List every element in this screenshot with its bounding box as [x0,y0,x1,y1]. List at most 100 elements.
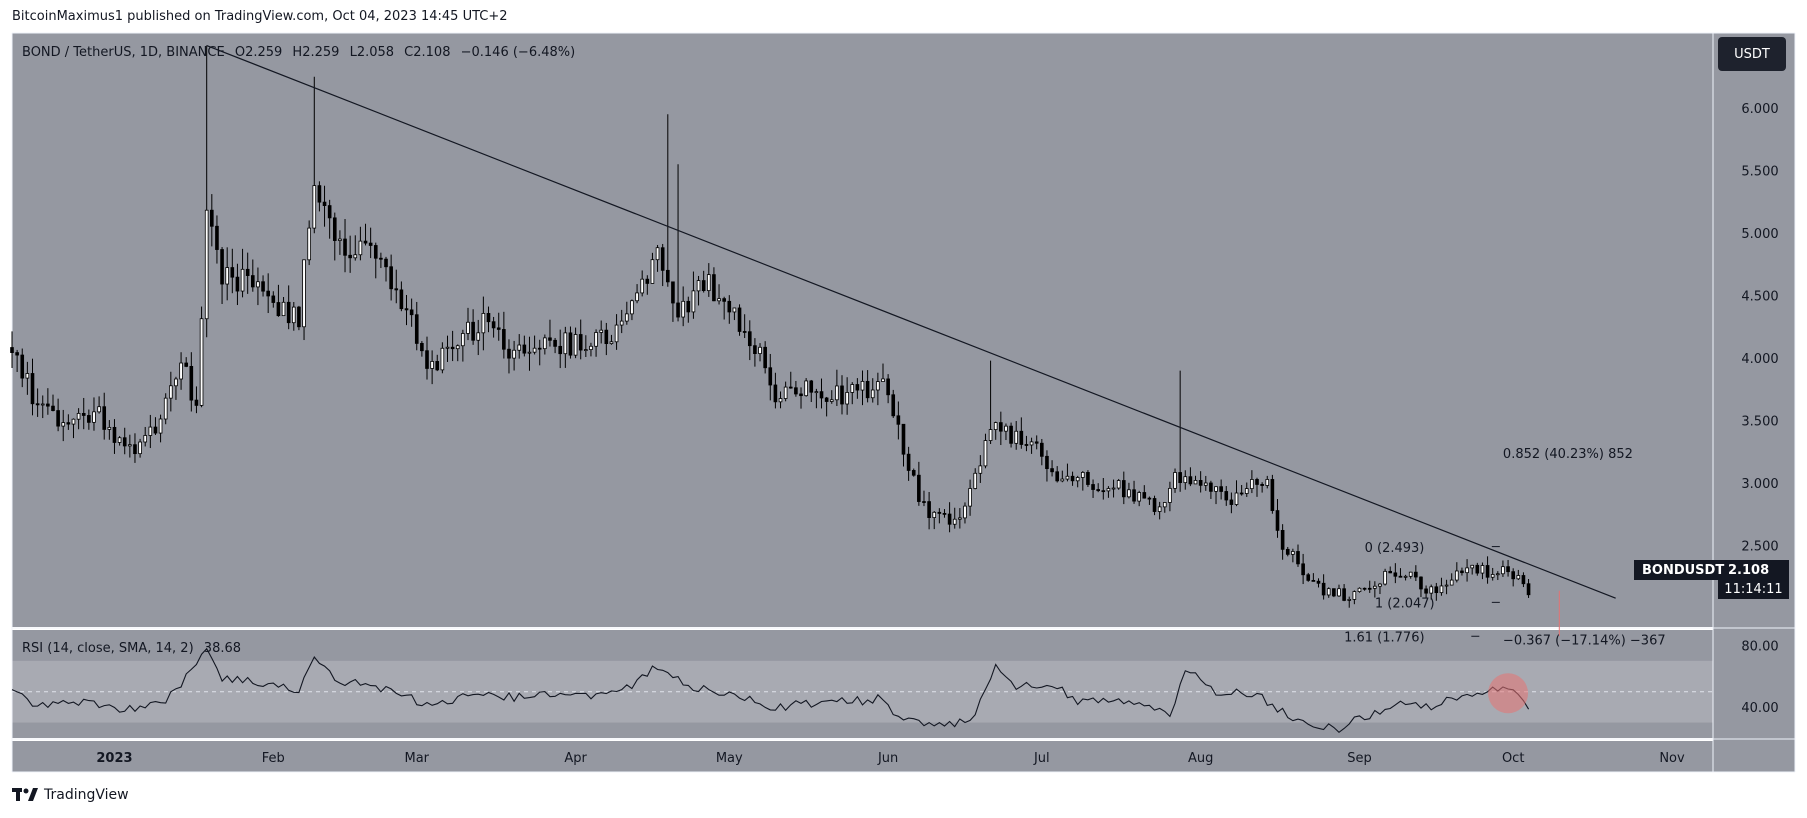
candle-body [537,347,542,350]
candle-body [1296,551,1300,565]
candle-body [425,350,429,369]
candle-body [1147,497,1152,500]
candle-body [1260,484,1264,486]
candle-body [548,337,552,341]
candle-body [384,258,388,268]
candle-body [988,429,993,441]
symbol-title: BOND / TetherUS, 1D, BINANCE [22,45,225,60]
candle-body [635,292,639,302]
candle-body [30,373,35,405]
candle-body [353,254,358,259]
candle-body [507,348,511,359]
candle-body [169,385,173,399]
candle-body [829,399,834,402]
candle-body [235,276,240,292]
price-axis-bg [1713,33,1795,772]
candle-body [947,513,952,525]
candle-body [1055,471,1060,482]
candle-body [250,275,255,288]
candle-body [71,418,76,425]
candle-body [1198,480,1203,486]
candle-body [1311,579,1316,582]
candle-body [1378,583,1382,587]
candle-body [1398,575,1403,578]
candle-body [1326,588,1331,596]
candle-body [1342,588,1346,601]
candle-body [1183,476,1188,484]
candle-body [194,399,199,406]
candle-body [589,345,593,350]
price-tick-label: 5.500 [1741,165,1778,180]
candle-body [389,266,393,290]
candle-body [527,351,532,354]
candle-body [630,300,634,315]
candle-body [476,332,481,341]
candle-body [1367,587,1372,590]
candle-body [327,205,332,219]
candle-body [1393,572,1398,577]
candle-body [896,415,901,425]
currency-button[interactable]: USDT [1718,37,1786,71]
rsi-value: 38.68 [203,641,242,656]
candle-body [1081,472,1085,478]
candle-body [937,511,942,514]
candle-body [1157,506,1162,512]
candle-body [763,346,767,369]
candle-body [1045,455,1049,470]
candle-body [584,349,588,351]
candle-body [1388,570,1393,574]
descending-trendline [206,44,1616,599]
footer-brand[interactable]: TradingView [12,787,129,803]
candle-body [799,393,803,397]
candle-body [625,313,629,322]
candle-body [87,415,91,423]
candle-body [1419,576,1423,590]
candle-body [409,309,414,316]
candle-body [51,405,55,411]
candle-body [671,281,675,304]
candle-body [968,488,972,507]
candle-body [1460,570,1464,574]
candle-body [286,301,291,324]
candle-body [891,394,896,417]
candle-body [599,329,604,333]
price-tick-label: 3.000 [1741,477,1778,492]
candle-body [1132,489,1136,502]
candle-body [609,341,614,345]
candle-body [281,301,286,317]
candle-body [1362,587,1367,590]
candle-body [1301,563,1305,576]
candle-body [486,313,491,323]
candle-body [1501,566,1505,575]
candle-body [911,470,916,476]
candle-body [1152,498,1157,512]
candle-body [97,406,101,413]
candle-body [1429,586,1434,594]
time-axis-bg [12,741,1713,772]
candle-body [56,410,60,427]
candle-body [368,242,373,246]
candle-body [61,422,66,427]
candle-body [15,352,19,356]
fib-level-0-label: 0 (2.493) [1365,541,1425,556]
close-label: C [404,45,414,60]
candle-body [809,380,814,393]
candle-body [932,511,937,518]
candle-body [1127,489,1131,498]
candle-body [343,238,347,256]
candle-body [1506,566,1510,573]
candle-body [886,378,890,396]
candle-body [696,280,701,292]
candle-body [512,349,516,359]
candle-body [753,345,757,355]
candle-body [1250,479,1254,490]
candle-body [215,225,219,250]
candle-body [1239,492,1244,495]
candle-body [1024,444,1029,446]
candle-body [1383,570,1387,585]
candle-body [1111,487,1116,490]
candle-body [665,269,670,283]
candle-body [922,501,926,503]
candle-body [840,385,844,405]
